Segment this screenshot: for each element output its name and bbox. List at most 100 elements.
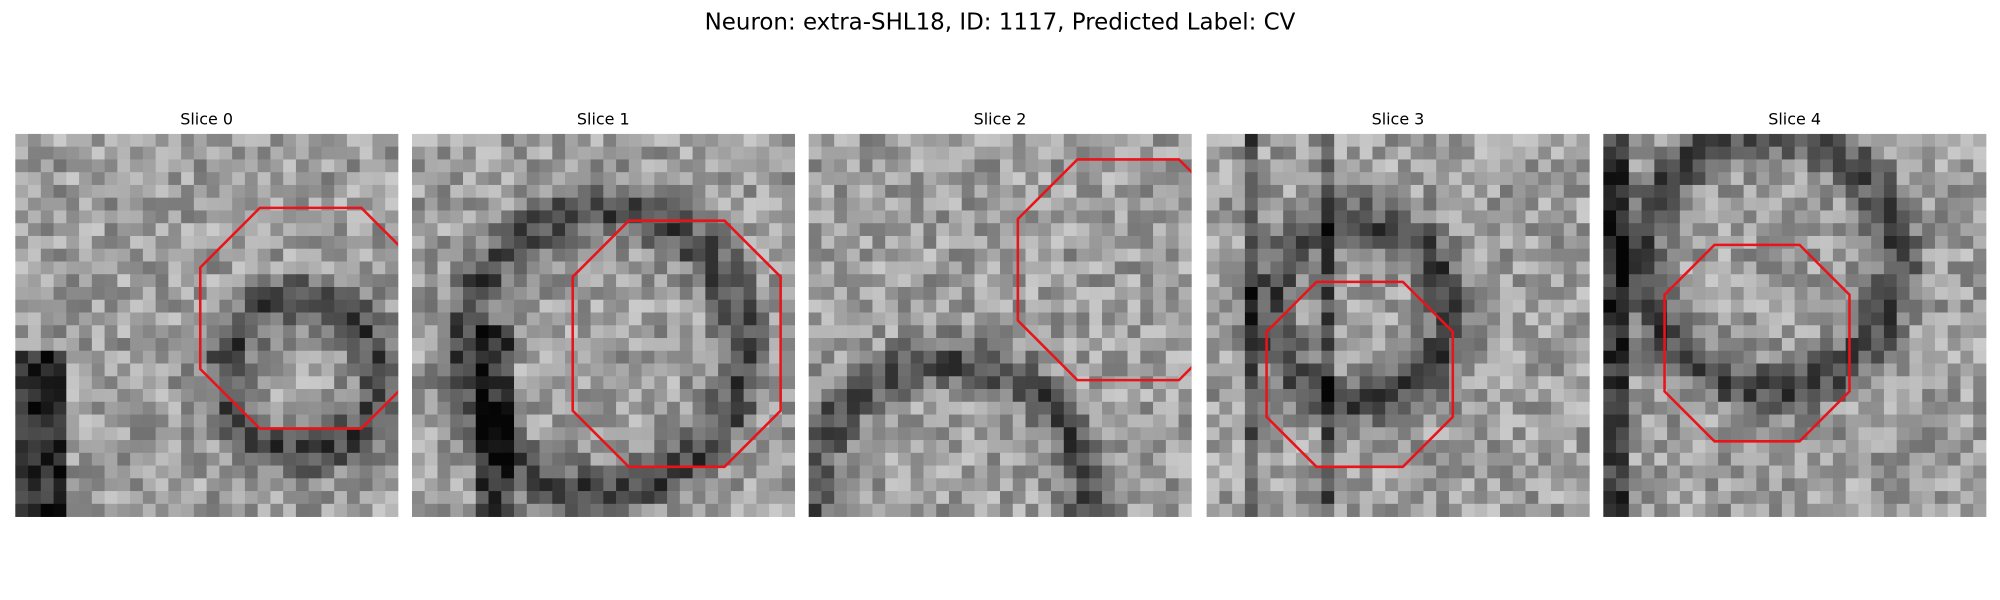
pixel bbox=[1756, 312, 1770, 326]
pixel bbox=[756, 350, 770, 364]
pixel bbox=[948, 248, 963, 262]
pixel bbox=[295, 133, 310, 148]
pixel bbox=[385, 389, 399, 403]
pixel bbox=[1692, 338, 1706, 352]
pixel bbox=[193, 133, 208, 148]
pixel bbox=[1628, 427, 1642, 441]
pixel bbox=[1051, 440, 1065, 454]
pixel bbox=[117, 491, 131, 505]
pixel bbox=[692, 401, 706, 415]
pixel bbox=[1178, 172, 1192, 186]
pixel bbox=[1244, 274, 1259, 288]
pixel bbox=[232, 159, 246, 173]
pixel bbox=[15, 184, 29, 199]
pixel bbox=[168, 248, 182, 262]
pixel bbox=[501, 427, 515, 441]
pixel bbox=[769, 491, 783, 505]
pixel bbox=[463, 159, 477, 173]
pixel bbox=[654, 286, 668, 301]
pixel bbox=[834, 363, 848, 377]
pixel bbox=[1153, 210, 1167, 224]
pixel bbox=[654, 235, 668, 250]
pixel bbox=[1270, 248, 1284, 262]
pixel bbox=[1603, 338, 1617, 352]
pixel bbox=[1896, 503, 1910, 517]
pixel bbox=[359, 401, 373, 415]
pixel bbox=[961, 286, 975, 301]
pixel bbox=[359, 389, 373, 403]
pixel bbox=[1474, 184, 1488, 199]
pixel bbox=[1474, 440, 1488, 454]
pixel bbox=[1628, 350, 1642, 364]
pixel bbox=[1551, 491, 1565, 505]
pixel bbox=[692, 389, 706, 403]
pixel bbox=[1947, 223, 1961, 237]
pixel bbox=[1538, 184, 1552, 199]
pixel bbox=[692, 325, 706, 339]
pixel bbox=[552, 427, 566, 441]
pixel bbox=[1896, 452, 1910, 466]
pixel bbox=[1896, 325, 1910, 339]
pixel bbox=[1206, 312, 1220, 326]
pixel bbox=[437, 312, 451, 326]
pixel bbox=[1551, 133, 1565, 148]
pixel bbox=[1076, 235, 1090, 250]
pixel bbox=[270, 338, 284, 352]
pixel bbox=[91, 503, 105, 517]
pixel bbox=[1397, 197, 1412, 211]
pixel bbox=[372, 427, 386, 441]
pixel bbox=[104, 503, 118, 517]
pixel bbox=[283, 235, 297, 250]
pixel bbox=[1102, 452, 1116, 466]
pixel bbox=[781, 350, 796, 364]
pixel bbox=[1730, 312, 1745, 326]
pixel bbox=[1654, 478, 1668, 492]
pixel bbox=[1487, 427, 1501, 441]
pixel bbox=[181, 261, 195, 275]
pixel bbox=[781, 338, 796, 352]
pixel bbox=[66, 223, 80, 237]
pixel bbox=[308, 312, 322, 326]
pixel bbox=[539, 465, 553, 479]
pixel bbox=[552, 440, 566, 454]
pixel bbox=[1538, 248, 1552, 262]
pixel bbox=[450, 478, 464, 492]
pixel bbox=[1525, 363, 1539, 377]
pixel bbox=[718, 363, 732, 377]
pixel bbox=[1140, 172, 1154, 186]
pixel bbox=[1025, 261, 1039, 275]
pixel bbox=[130, 184, 144, 199]
pixel bbox=[730, 491, 745, 505]
pixel bbox=[1551, 274, 1565, 288]
pixel bbox=[1165, 261, 1179, 275]
pixel bbox=[450, 223, 464, 237]
pixel bbox=[1960, 491, 1974, 505]
pixel bbox=[295, 286, 310, 301]
pixel bbox=[1012, 427, 1026, 441]
pixel bbox=[283, 248, 297, 262]
pixel bbox=[1321, 452, 1335, 466]
pixel bbox=[437, 427, 451, 441]
pixel bbox=[181, 363, 195, 377]
pixel bbox=[834, 146, 848, 160]
pixel bbox=[1219, 133, 1233, 148]
pixel bbox=[872, 210, 886, 224]
pixel bbox=[1410, 389, 1424, 403]
pixel bbox=[834, 235, 848, 250]
pixel bbox=[334, 465, 348, 479]
pixel bbox=[15, 299, 29, 313]
pixel bbox=[1538, 312, 1552, 326]
pixel bbox=[117, 274, 131, 288]
pixel bbox=[1283, 478, 1297, 492]
pixel bbox=[948, 235, 963, 250]
pixel bbox=[1051, 350, 1065, 364]
pixel bbox=[1487, 440, 1501, 454]
pixel bbox=[1385, 503, 1399, 517]
pixel bbox=[1257, 159, 1271, 173]
pixel bbox=[1165, 465, 1179, 479]
pixel bbox=[1153, 414, 1167, 428]
pixel bbox=[514, 491, 528, 505]
pixel bbox=[987, 146, 1001, 160]
pixel bbox=[1461, 363, 1475, 377]
pixel bbox=[372, 401, 386, 415]
